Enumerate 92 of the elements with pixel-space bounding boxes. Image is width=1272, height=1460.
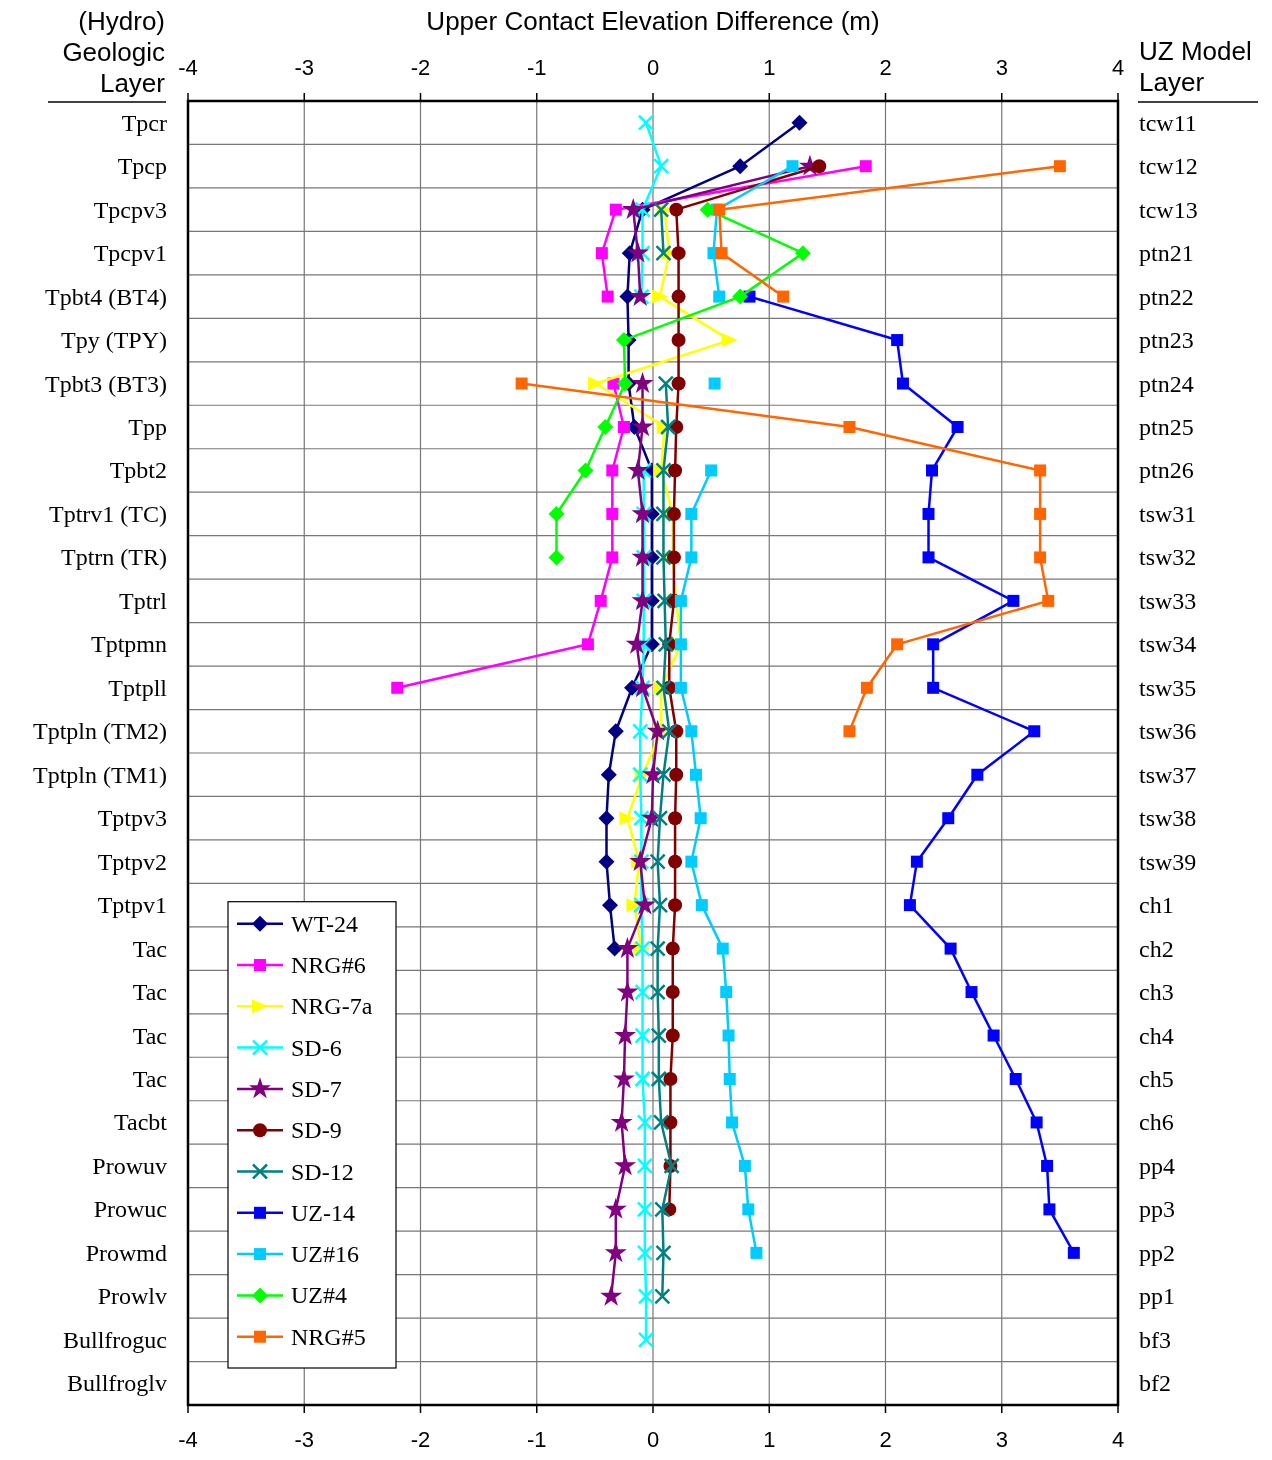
- y-tick-label: Prowmd: [85, 1239, 167, 1266]
- x2-tick-label: -2: [410, 1427, 431, 1452]
- y2-tick-label: tcw11: [1139, 109, 1197, 136]
- y-tick-label: Tpcp: [117, 153, 167, 180]
- y-tick-label: Tptpv2: [97, 848, 167, 875]
- y2-tick-label: ch3: [1139, 979, 1174, 1006]
- y2-tick-label: tsw39: [1139, 848, 1197, 875]
- y2-tick-label: ch4: [1139, 1022, 1174, 1049]
- y-tick-label: Prowlv: [97, 1283, 167, 1310]
- y-tick-label: Tptrn (TR): [61, 544, 167, 571]
- y-tick-label: Prowuv: [92, 1152, 167, 1179]
- y-tick-label: Tptpv3: [97, 805, 167, 832]
- y2-tick-label: tsw36: [1139, 718, 1197, 745]
- y2-tick-label: tcw13: [1139, 196, 1198, 223]
- legend-label: SD-7: [291, 1075, 342, 1102]
- y-tick-label: Bullfroguc: [63, 1326, 167, 1353]
- x-tick-label: 1: [763, 55, 776, 80]
- y-tick-label: Tacbt: [114, 1109, 168, 1136]
- x2-tick-label: 1: [763, 1427, 776, 1452]
- legend-label: NRG-7a: [291, 993, 373, 1020]
- legend-label: NRG#6: [291, 952, 366, 978]
- y2-tick-label: tsw33: [1139, 587, 1197, 614]
- y2-tick-label: tsw32: [1139, 544, 1197, 571]
- y-tick-label: Tpbt3 (BT3): [45, 370, 167, 397]
- y-tick-label: Tptrv1 (TC): [49, 500, 167, 527]
- y2-tick-label: pp2: [1139, 1239, 1175, 1266]
- y-axis-title: (Hydro) Geologic Layer: [62, 6, 166, 98]
- x-tick-label: 3: [995, 55, 1008, 80]
- y2-tick-label: ptn24: [1139, 370, 1194, 397]
- legend-label: UZ#4: [291, 1282, 347, 1309]
- y-tick-label: Tpbt4 (BT4): [45, 283, 167, 310]
- x2-tick-label: 2: [879, 1427, 892, 1452]
- y2-tick-label: tsw37: [1139, 761, 1197, 788]
- x-tick-label: -1: [526, 55, 547, 80]
- y-tick-label: Tac: [132, 979, 167, 1006]
- x-axis-title: Upper Contact Elevation Difference (m): [426, 6, 880, 36]
- y-tick-label: Tac: [132, 1066, 167, 1092]
- y2-tick-label: ptn21: [1139, 240, 1194, 267]
- legend-label: NRG#5: [291, 1323, 366, 1350]
- x2-tick-label: -3: [294, 1427, 315, 1452]
- y2-tick-label: ptn25: [1139, 414, 1194, 440]
- x-tick-label: 0: [646, 55, 660, 80]
- y2-tick-label: tsw35: [1139, 674, 1197, 701]
- y-tick-label: Tptpll: [108, 674, 168, 701]
- x2-tick-label: -4: [178, 1427, 198, 1452]
- y2-tick-label: tsw38: [1139, 805, 1197, 832]
- y2-tick-label: ch1: [1139, 892, 1174, 919]
- x2-tick-label: 0: [646, 1427, 660, 1452]
- y-tick-label: Tptpln (TM1): [33, 761, 167, 788]
- y-tick-label: Tptrl: [119, 587, 168, 614]
- y2-tick-label: tcw12: [1139, 153, 1198, 180]
- y-tick-label: Tpcpv1: [93, 240, 167, 267]
- x-tick-label: -2: [410, 55, 431, 80]
- y2-tick-label: tsw31: [1139, 500, 1197, 527]
- x-tick-label: 4: [1111, 55, 1125, 80]
- y-tick-label: Bullfroglv: [67, 1370, 167, 1397]
- y2-tick-label: pp1: [1139, 1283, 1175, 1310]
- y-tick-label: Tptpln (TM2): [33, 718, 167, 745]
- y2-tick-label: ch5: [1139, 1066, 1174, 1092]
- y-tick-label: Tpy (TPY): [61, 327, 167, 354]
- y-tick-label: Tpcr: [121, 109, 167, 136]
- y-tick-label: Tpbt2: [109, 457, 167, 484]
- y-tick-label: Tptpv1: [97, 892, 167, 919]
- legend-label: UZ-14: [291, 1199, 355, 1226]
- x-tick-label: -3: [294, 55, 315, 80]
- y2-axis-title: UZ Model Layer: [1139, 36, 1252, 97]
- x2-tick-label: 4: [1111, 1427, 1125, 1452]
- y2-tick-label: ptn26: [1139, 457, 1194, 484]
- y2-tick-label: pp4: [1139, 1152, 1175, 1179]
- y-tick-label: Tpcpv3: [93, 196, 167, 223]
- y-tick-label: Tptpmn: [91, 631, 167, 658]
- y-tick-label: Tpp: [128, 414, 167, 440]
- x2-tick-label: -1: [526, 1427, 547, 1452]
- legend-label: SD-9: [291, 1117, 342, 1144]
- y2-tick-label: tsw34: [1139, 631, 1197, 658]
- legend-label: SD-12: [291, 1158, 354, 1185]
- x-tick-label: -4: [178, 55, 198, 80]
- y-tick-label: Tac: [132, 1022, 167, 1049]
- x-tick-label: 2: [879, 55, 892, 80]
- y2-tick-label: bf2: [1139, 1370, 1171, 1397]
- y2-tick-label: ptn23: [1139, 327, 1194, 354]
- y2-tick-label: ch2: [1139, 935, 1174, 962]
- legend-label: UZ#16: [291, 1241, 359, 1268]
- legend-label: SD-6: [291, 1034, 342, 1061]
- y2-tick-label: pp3: [1139, 1196, 1175, 1223]
- y2-tick-label: ch6: [1139, 1109, 1174, 1136]
- y2-tick-label: bf3: [1139, 1326, 1171, 1353]
- y-tick-label: Tac: [132, 935, 167, 962]
- y2-tick-label: ptn22: [1139, 283, 1194, 310]
- x2-tick-label: 3: [995, 1427, 1008, 1452]
- legend-label: WT-24: [291, 910, 359, 937]
- y-tick-label: Prowuc: [93, 1196, 167, 1223]
